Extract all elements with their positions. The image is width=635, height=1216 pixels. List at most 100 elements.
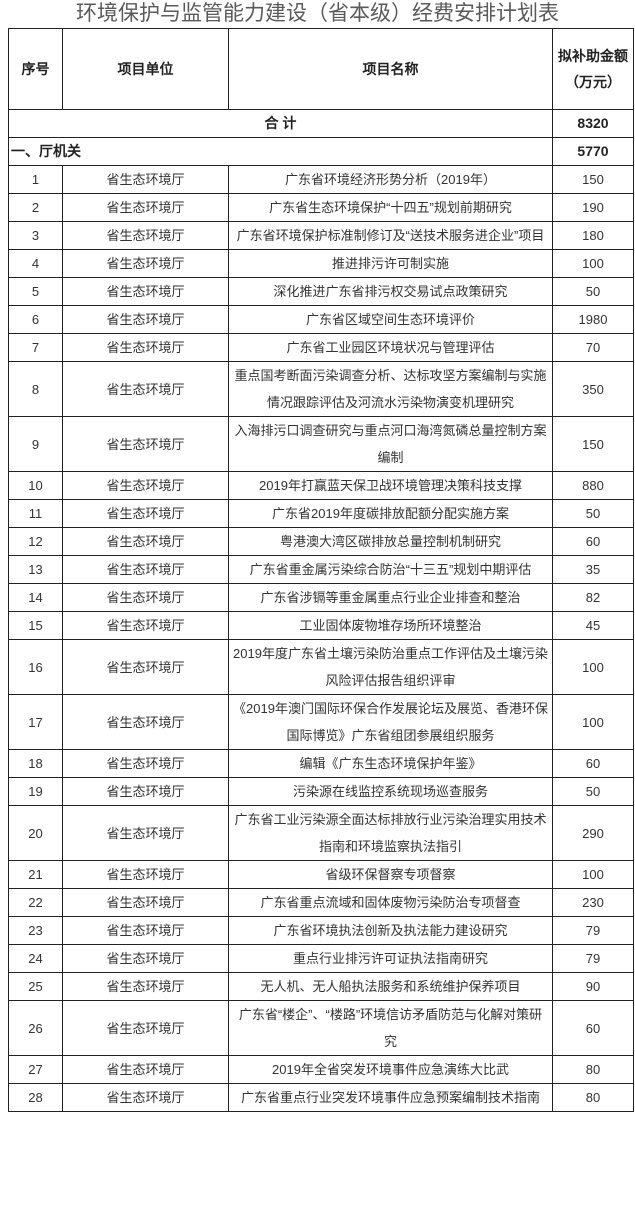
table-row: 8 省生态环境厅 重点国考断面污染调查分析、达标攻坚方案编制与实施情况跟踪评估及河流…	[8, 361, 634, 417]
cell-unit: 省生态环境厅	[62, 1000, 229, 1056]
table-row: 25 省生态环境厅 无人机、无人船执法服务和系统维护保养项目 90	[8, 972, 634, 1001]
cell-amount: 150	[552, 165, 634, 194]
page-title: 环境保护与监管能力建设（省本级）经费安排计划表	[76, 2, 559, 25]
cell-no: 24	[8, 944, 63, 973]
cell-no: 7	[8, 333, 63, 362]
cell-unit: 省生态环境厅	[62, 1055, 229, 1084]
table-row: 9 省生态环境厅 入海排污口调查研究与重点河口海湾氮磷总量控制方案编制 150	[8, 416, 634, 472]
cell-name: 省级环保督察专项督察	[228, 860, 553, 889]
total-row: 合 计 8320	[8, 109, 634, 138]
cell-unit: 省生态环境厅	[62, 805, 229, 861]
table-row: 3 省生态环境厅 广东省环境保护标准制修订及“送技术服务进企业”项目 180	[8, 221, 634, 250]
cell-no: 27	[8, 1055, 63, 1084]
cell-unit: 省生态环境厅	[62, 305, 229, 334]
cell-no: 26	[8, 1000, 63, 1056]
cell-amount: 79	[552, 944, 634, 973]
cell-name: 推进排污许可制实施	[228, 249, 553, 278]
cell-name: 编辑《广东生态环境保护年鉴》	[228, 749, 553, 778]
table-row: 15 省生态环境厅 工业固体废物堆存场所环境整治 45	[8, 611, 634, 640]
cell-amount: 80	[552, 1055, 634, 1084]
cell-amount: 90	[552, 972, 634, 1001]
table-row: 23 省生态环境厅 广东省环境执法创新及执法能力建设研究 79	[8, 916, 634, 945]
cell-unit: 省生态环境厅	[62, 583, 229, 612]
cell-amount: 190	[552, 193, 634, 222]
header-row: 序号 项目单位 项目名称 拟补助金额（万元）	[8, 28, 634, 110]
table-row: 1 省生态环境厅 广东省环境经济形势分析（2019年） 150	[8, 165, 634, 194]
cell-name: 深化推进广东省排污权交易试点政策研究	[228, 277, 553, 306]
header-no: 序号	[8, 28, 63, 110]
cell-amount: 50	[552, 499, 634, 528]
table-row: 11 省生态环境厅 广东省2019年度碳排放配额分配实施方案 50	[8, 499, 634, 528]
cell-no: 17	[8, 694, 63, 750]
cell-no: 23	[8, 916, 63, 945]
cell-no: 16	[8, 639, 63, 695]
cell-no: 22	[8, 888, 63, 917]
cell-no: 19	[8, 777, 63, 806]
cell-amount: 1980	[552, 305, 634, 334]
section-label: 一、厅机关	[8, 137, 553, 166]
cell-unit: 省生态环境厅	[62, 694, 229, 750]
cell-unit: 省生态环境厅	[62, 333, 229, 362]
cell-unit: 省生态环境厅	[62, 639, 229, 695]
cell-no: 6	[8, 305, 63, 334]
cell-amount: 180	[552, 221, 634, 250]
table-row: 28 省生态环境厅 广东省重点行业突发环境事件应急预案编制技术指南 80	[8, 1083, 634, 1112]
cell-name: 重点行业排污许可证执法指南研究	[228, 944, 553, 973]
cell-name: 广东省重点流域和固体废物污染防治专项督查	[228, 888, 553, 917]
table-row: 18 省生态环境厅 编辑《广东生态环境保护年鉴》 60	[8, 749, 634, 778]
table-row: 22 省生态环境厅 广东省重点流域和固体废物污染防治专项督查 230	[8, 888, 634, 917]
table-row: 7 省生态环境厅 广东省工业园区环境状况与管理评估 70	[8, 333, 634, 362]
cell-amount: 45	[552, 611, 634, 640]
table-row: 16 省生态环境厅 2019年度广东省土壤污染防治重点工作评估及土壤污染风险评估报告…	[8, 639, 634, 695]
cell-name: 2019年打赢蓝天保卫战环境管理决策科技支撑	[228, 471, 553, 500]
cell-name: 广东省重金属污染综合防治“十三五”规划中期评估	[228, 555, 553, 584]
cell-unit: 省生态环境厅	[62, 249, 229, 278]
cell-unit: 省生态环境厅	[62, 193, 229, 222]
cell-no: 9	[8, 416, 63, 472]
cell-no: 1	[8, 165, 63, 194]
table-row: 20 省生态环境厅 广东省工业污染源全面达标排放行业污染治理实用技术指南和环境监察执…	[8, 805, 634, 861]
cell-no: 5	[8, 277, 63, 306]
cell-unit: 省生态环境厅	[62, 611, 229, 640]
table-row: 5 省生态环境厅 深化推进广东省排污权交易试点政策研究 50	[8, 277, 634, 306]
cell-amount: 290	[552, 805, 634, 861]
cell-unit: 省生态环境厅	[62, 944, 229, 973]
cell-no: 3	[8, 221, 63, 250]
cell-amount: 100	[552, 639, 634, 695]
cell-no: 21	[8, 860, 63, 889]
cell-no: 12	[8, 527, 63, 556]
header-name: 项目名称	[228, 28, 553, 110]
table-row: 14 省生态环境厅 广东省涉镉等重金属重点行业企业排查和整治 82	[8, 583, 634, 612]
cell-name: 无人机、无人船执法服务和系统维护保养项目	[228, 972, 553, 1001]
cell-unit: 省生态环境厅	[62, 916, 229, 945]
cell-no: 15	[8, 611, 63, 640]
table-row: 21 省生态环境厅 省级环保督察专项督察 100	[8, 860, 634, 889]
section-row: 一、厅机关 5770	[8, 137, 634, 166]
cell-unit: 省生态环境厅	[62, 1083, 229, 1112]
cell-unit: 省生态环境厅	[62, 416, 229, 472]
table-row: 10 省生态环境厅 2019年打赢蓝天保卫战环境管理决策科技支撑 880	[8, 471, 634, 500]
cell-amount: 35	[552, 555, 634, 584]
cell-unit: 省生态环境厅	[62, 361, 229, 417]
cell-name: 广东省环境执法创新及执法能力建设研究	[228, 916, 553, 945]
table-row: 24 省生态环境厅 重点行业排污许可证执法指南研究 79	[8, 944, 634, 973]
cell-amount: 70	[552, 333, 634, 362]
table-row: 6 省生态环境厅 广东省区域空间生态环境评价 1980	[8, 305, 634, 334]
cell-unit: 省生态环境厅	[62, 555, 229, 584]
cell-no: 14	[8, 583, 63, 612]
cell-name: 广东省涉镉等重金属重点行业企业排查和整治	[228, 583, 553, 612]
cell-name: 工业固体废物堆存场所环境整治	[228, 611, 553, 640]
total-label: 合 计	[8, 109, 553, 138]
cell-name: 广东省生态环境保护“十四五”规划前期研究	[228, 193, 553, 222]
cell-name: 污染源在线监控系统现场巡查服务	[228, 777, 553, 806]
cell-amount: 100	[552, 694, 634, 750]
cell-amount: 79	[552, 916, 634, 945]
cell-name: 广东省工业园区环境状况与管理评估	[228, 333, 553, 362]
cell-unit: 省生态环境厅	[62, 499, 229, 528]
table-row: 27 省生态环境厅 2019年全省突发环境事件应急演练大比武 80	[8, 1055, 634, 1084]
table-row: 26 省生态环境厅 广东省“楼企”、“楼路”环境信访矛盾防范与化解对策研究 60	[8, 1000, 634, 1056]
cell-no: 28	[8, 1083, 63, 1112]
cell-unit: 省生态环境厅	[62, 471, 229, 500]
cell-amount: 880	[552, 471, 634, 500]
cell-no: 11	[8, 499, 63, 528]
